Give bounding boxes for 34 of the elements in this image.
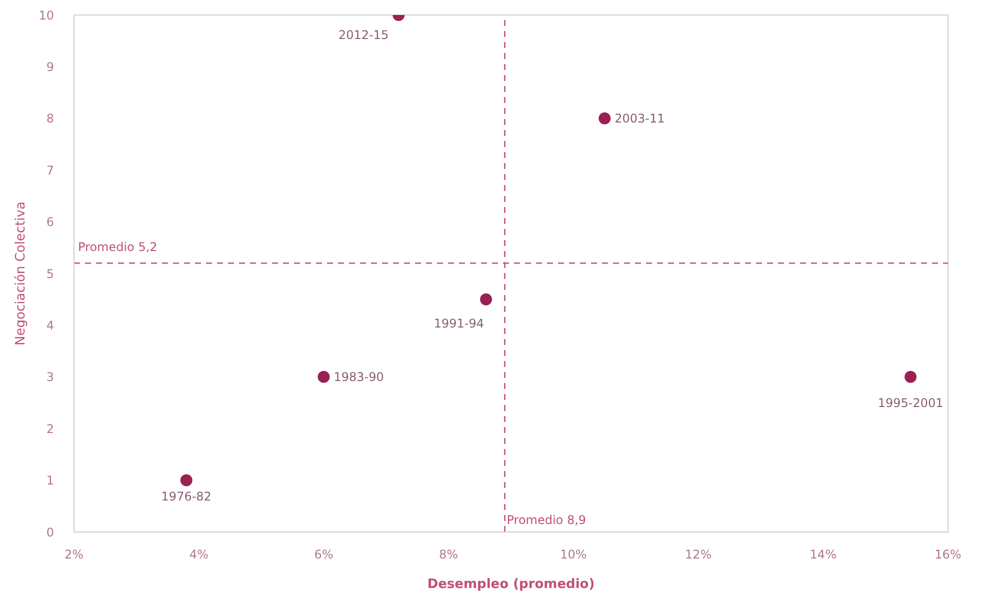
annotation: 2003-11 (614, 111, 665, 126)
y-tick-label: 4 (46, 318, 54, 332)
annotation: 1976-82 (161, 489, 212, 504)
ref-line-label: Promedio 8,9 (506, 513, 586, 527)
y-tick-label: 0 (46, 525, 54, 540)
y-tick-label: 6 (46, 215, 54, 230)
annotation: 1995-2001 (878, 396, 944, 410)
x-tick-label: 8% (439, 548, 458, 562)
y-tick-label: 1 (46, 474, 54, 488)
x-tick-label: 12% (684, 548, 712, 562)
x-tick-label: 2% (64, 548, 84, 562)
annotation: 1991-94 (434, 316, 484, 330)
x-axis-title: Desempleo (promedio) (427, 577, 595, 592)
ref-line-label: Promedio 5,2 (78, 240, 158, 254)
point (598, 112, 611, 124)
y-tick-label: 2 (46, 422, 54, 436)
annotation: 2012-15 (338, 28, 389, 42)
y-tick-label: 7 (46, 163, 54, 178)
x-tick-label: 16% (934, 548, 962, 562)
y-tick-label: 3 (46, 370, 54, 384)
y-tick-label: 8 (46, 112, 54, 126)
y-tick-label: 9 (46, 60, 54, 74)
point (180, 474, 192, 486)
y-tick-label: 10 (38, 8, 54, 22)
y-tick-label: 5 (46, 266, 54, 281)
point (480, 293, 492, 306)
annotation: 1983-90 (334, 370, 384, 384)
x-tick-label: 14% (810, 548, 836, 562)
x-tick-label: 6% (314, 548, 334, 562)
y-axis-title: Negociación Colectiva (14, 202, 29, 346)
x-tick-label: 10% (560, 548, 587, 562)
point (904, 370, 917, 383)
x-tick-label: 4% (189, 548, 208, 562)
point (318, 370, 330, 383)
